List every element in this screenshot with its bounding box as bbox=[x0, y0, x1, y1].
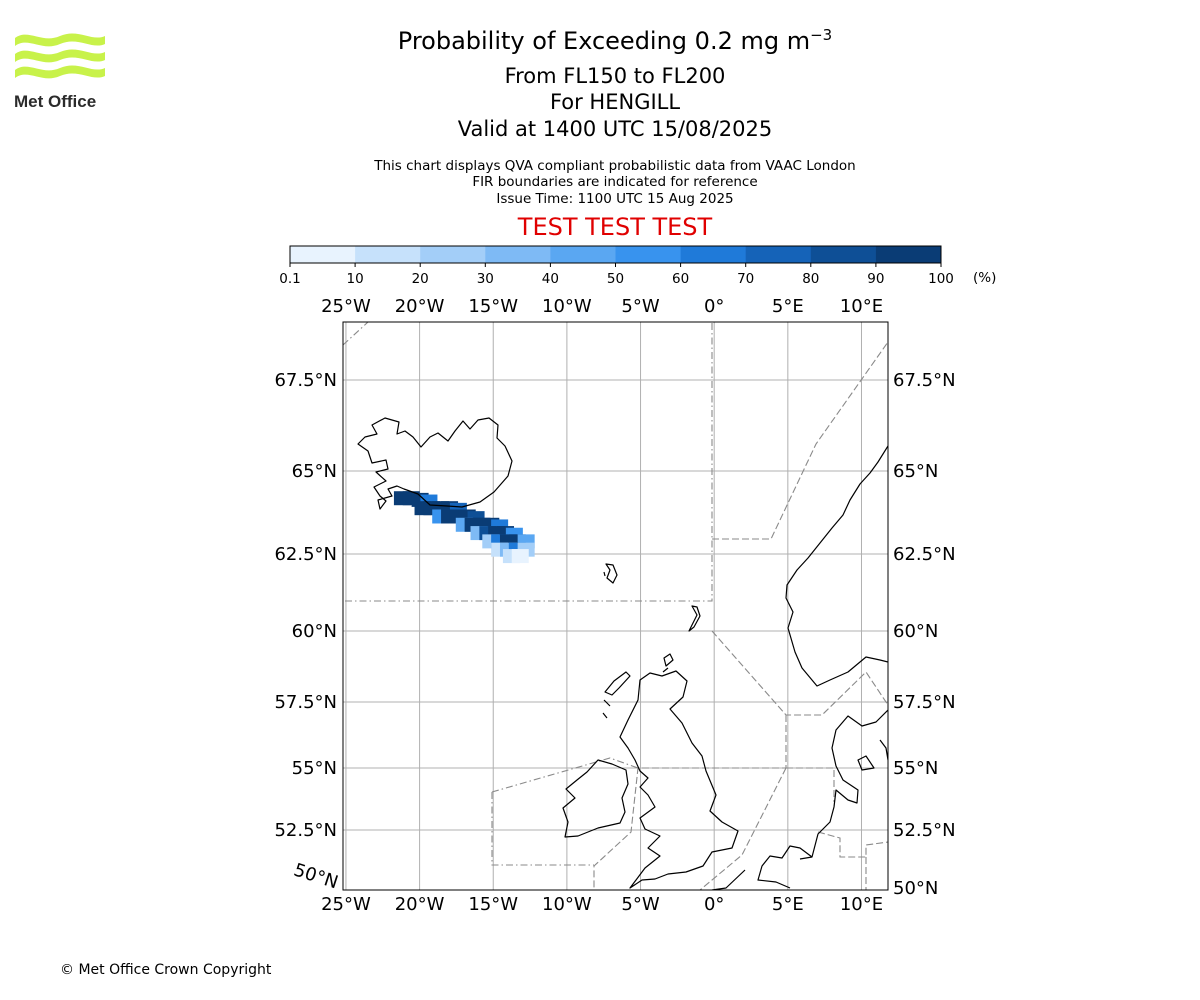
fir-boundary bbox=[711, 630, 888, 716]
info-line-1: This chart displays QVA compliant probab… bbox=[374, 158, 856, 174]
lat-label-right: 57.5°N bbox=[893, 692, 956, 713]
coast-shetland bbox=[688, 605, 701, 632]
valid-time: Valid at 1400 UTC 15/08/2025 bbox=[457, 117, 773, 141]
colorbar-segment bbox=[745, 246, 812, 263]
level-range: From FL150 to FL200 bbox=[504, 64, 726, 88]
lon-label-bottom: 20°W bbox=[395, 894, 445, 915]
lat-label-right: 50°N bbox=[893, 878, 938, 899]
coastlines bbox=[357, 417, 888, 890]
fir-boundary bbox=[817, 831, 888, 858]
graticule bbox=[343, 322, 888, 891]
coast-faroe bbox=[603, 563, 618, 584]
copyright-text: © Met Office Crown Copyright bbox=[60, 962, 272, 978]
fir-boundary bbox=[786, 767, 835, 802]
lat-label-left: 50°N bbox=[291, 859, 341, 893]
logo-text: Met Office bbox=[14, 92, 97, 111]
lon-label-top: 10°W bbox=[542, 296, 592, 317]
fir-boundary bbox=[712, 341, 888, 540]
coast-netherlands-belgium bbox=[757, 845, 813, 889]
colorbar-segment bbox=[420, 246, 486, 263]
colorbar-segment bbox=[680, 246, 747, 263]
fir-boundaries bbox=[343, 322, 888, 890]
coast-ireland bbox=[562, 759, 629, 838]
colorbar-tick-label: 0.1 bbox=[279, 271, 300, 287]
colorbar-tick-label: 30 bbox=[477, 271, 494, 287]
test-banner: TEST TEST TEST bbox=[517, 213, 713, 241]
lon-label-top: 20°W bbox=[395, 296, 445, 317]
lat-label-right: 60°N bbox=[893, 621, 938, 642]
fir-boundary bbox=[343, 322, 369, 346]
lon-label-bottom: 15°W bbox=[468, 894, 518, 915]
lat-label-right: 62.5°N bbox=[893, 544, 956, 565]
lon-label-top: 5°W bbox=[621, 296, 659, 317]
coast-great-britain bbox=[619, 670, 739, 889]
lon-label-top: 5°E bbox=[772, 296, 804, 317]
lat-label-left: 62.5°N bbox=[274, 544, 337, 565]
lon-label-bottom: 10°W bbox=[542, 894, 592, 915]
lon-label-bottom: 0° bbox=[704, 894, 724, 915]
colorbar-segment bbox=[485, 246, 551, 263]
colorbar-segment bbox=[875, 246, 942, 263]
colorbar: 0.1 10 20 30 40 50 60 70 80 90 100 bbox=[279, 245, 954, 287]
colorbar-segment bbox=[550, 246, 616, 263]
ash-cloud bbox=[393, 491, 535, 564]
coast-france bbox=[711, 869, 746, 890]
colorbar-tick-label: 90 bbox=[867, 271, 884, 287]
colorbar-segment bbox=[810, 246, 877, 263]
lon-label-top: 15°W bbox=[468, 296, 518, 317]
lon-label-bottom: 5°E bbox=[772, 894, 804, 915]
coast-hebrides bbox=[602, 671, 631, 719]
title-superscript: −3 bbox=[810, 26, 833, 44]
lat-label-left: 55°N bbox=[292, 758, 337, 779]
coast-iceland bbox=[357, 417, 513, 510]
lat-label-right: 52.5°N bbox=[893, 820, 956, 841]
map-frame bbox=[342, 321, 889, 891]
coast-sweden-denmark bbox=[799, 709, 888, 860]
fir-boundary bbox=[345, 322, 713, 602]
colorbar-segment bbox=[355, 246, 421, 263]
lat-label-right: 67.5°N bbox=[893, 370, 956, 391]
colorbar-tick-label: 40 bbox=[542, 271, 559, 287]
colorbar-tick-label: 80 bbox=[802, 271, 819, 287]
colorbar-tick-label: 10 bbox=[347, 271, 364, 287]
lat-label-left: 67.5°N bbox=[274, 370, 337, 391]
lon-label-top: 0° bbox=[704, 296, 724, 317]
lon-label-bottom: 10°E bbox=[840, 894, 883, 915]
lat-label-left: 52.5°N bbox=[274, 820, 337, 841]
fir-boundary bbox=[491, 792, 594, 866]
lat-label-left: 60°N bbox=[292, 621, 337, 642]
colorbar-segment bbox=[290, 246, 356, 263]
ash-cell bbox=[511, 549, 529, 564]
colorbar-tick-label: 70 bbox=[737, 271, 754, 287]
lon-label-top: 25°W bbox=[321, 296, 371, 317]
info-line-2: FIR boundaries are indicated for referen… bbox=[472, 174, 758, 190]
axis-labels: 25°W 25°W 20°W 20°W 15°W 15°W 10°W 10°W 5°W 5°W 0°… bbox=[274, 296, 955, 915]
colorbar-tick-label: 20 bbox=[412, 271, 429, 287]
title-text: Probability of Exceeding 0.2 mg m bbox=[397, 27, 811, 55]
volcano-name: For HENGILL bbox=[549, 90, 681, 114]
colorbar-tick-label: 100 bbox=[928, 271, 954, 287]
colorbar-tick-label: 50 bbox=[607, 271, 624, 287]
colorbar-segment bbox=[615, 246, 682, 263]
fir-boundary bbox=[699, 767, 787, 890]
lat-label-right: 65°N bbox=[893, 461, 938, 482]
lat-label-right: 55°N bbox=[893, 758, 938, 779]
chart-title: Probability of Exceeding 0.2 mg m−3 bbox=[165, 26, 1065, 55]
lon-label-bottom: 5°W bbox=[621, 894, 659, 915]
colorbar-unit: (%) bbox=[973, 270, 997, 286]
coast-islands bbox=[857, 739, 888, 771]
lat-label-left: 57.5°N bbox=[274, 692, 337, 713]
lon-label-top: 10°E bbox=[840, 296, 883, 317]
coast-norway bbox=[785, 445, 888, 687]
lat-label-left: 65°N bbox=[292, 461, 337, 482]
info-line-3: Issue Time: 1100 UTC 15 Aug 2025 bbox=[496, 191, 734, 207]
coast-orkney bbox=[662, 653, 674, 673]
met-office-logo: Met Office bbox=[14, 30, 110, 114]
lon-label-bottom: 25°W bbox=[321, 894, 371, 915]
colorbar-tick-label: 60 bbox=[672, 271, 689, 287]
logo-wave-icon bbox=[15, 33, 105, 79]
fir-boundary bbox=[491, 757, 639, 793]
